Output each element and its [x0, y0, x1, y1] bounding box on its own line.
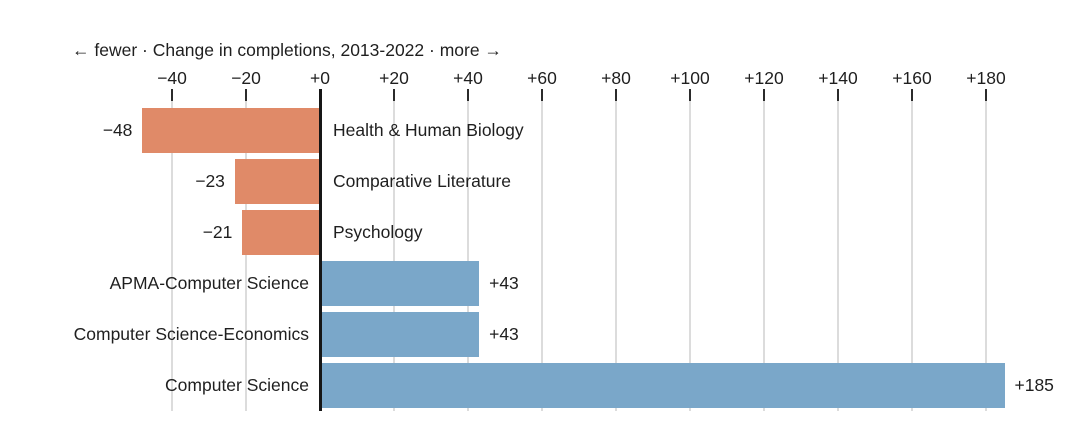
x-tick-mark: [985, 89, 987, 101]
gridline: [467, 101, 469, 411]
x-tick-label: +40: [453, 68, 483, 88]
x-tick-mark: [615, 89, 617, 101]
x-tick-mark: [393, 89, 395, 101]
zero-axis-line: [318, 89, 322, 411]
gridline: [171, 101, 173, 411]
x-tick-label: +20: [379, 68, 409, 88]
x-tick-mark: [467, 89, 469, 101]
bar-value-label: −48: [102, 120, 133, 140]
gridline: [689, 101, 691, 411]
bar-category-label: Computer Science: [165, 375, 309, 395]
gridline: [837, 101, 839, 411]
bar-category-label: Computer Science-Economics: [73, 324, 309, 344]
chart-title: ← fewer · Change in completions, 2013-20…: [72, 40, 502, 60]
bar-category-label: APMA-Computer Science: [109, 273, 309, 293]
x-tick-label: −40: [157, 68, 187, 88]
x-tick-mark: [763, 89, 765, 101]
x-tick-label: +100: [670, 68, 710, 88]
bar-value-label: +185: [1014, 375, 1054, 395]
bar-value-label: +43: [489, 324, 519, 344]
x-tick-mark: [541, 89, 543, 101]
x-tick-mark: [837, 89, 839, 101]
bar: [234, 159, 320, 204]
x-tick-label: −20: [231, 68, 261, 88]
bar-value-label: +43: [489, 273, 519, 293]
gridline: [911, 101, 913, 411]
bar-category-label: Health & Human Biology: [333, 120, 524, 140]
gridline: [393, 101, 395, 411]
x-tick-mark: [245, 89, 247, 101]
bar: [320, 312, 480, 357]
gridline: [245, 101, 247, 411]
bar-value-label: −21: [202, 222, 233, 242]
gridline: [541, 101, 543, 411]
x-tick-label: +0: [310, 68, 330, 88]
x-tick-mark: [911, 89, 913, 101]
bar: [320, 261, 480, 306]
x-tick-label: +80: [601, 68, 631, 88]
bar-category-label: Psychology: [333, 222, 423, 242]
x-tick-label: +140: [818, 68, 858, 88]
x-tick-mark: [689, 89, 691, 101]
gridline: [615, 101, 617, 411]
bar-category-label: Comparative Literature: [333, 171, 511, 191]
x-tick-label: +160: [892, 68, 932, 88]
bar-value-label: −23: [195, 171, 225, 191]
x-tick-mark: [171, 89, 173, 101]
bar: [242, 210, 320, 255]
x-tick-label: +180: [966, 68, 1006, 88]
gridline: [985, 101, 987, 411]
gridline: [763, 101, 765, 411]
x-tick-label: +120: [744, 68, 784, 88]
bar: [320, 363, 1005, 408]
bar: [142, 108, 320, 153]
x-tick-label: +60: [527, 68, 557, 88]
